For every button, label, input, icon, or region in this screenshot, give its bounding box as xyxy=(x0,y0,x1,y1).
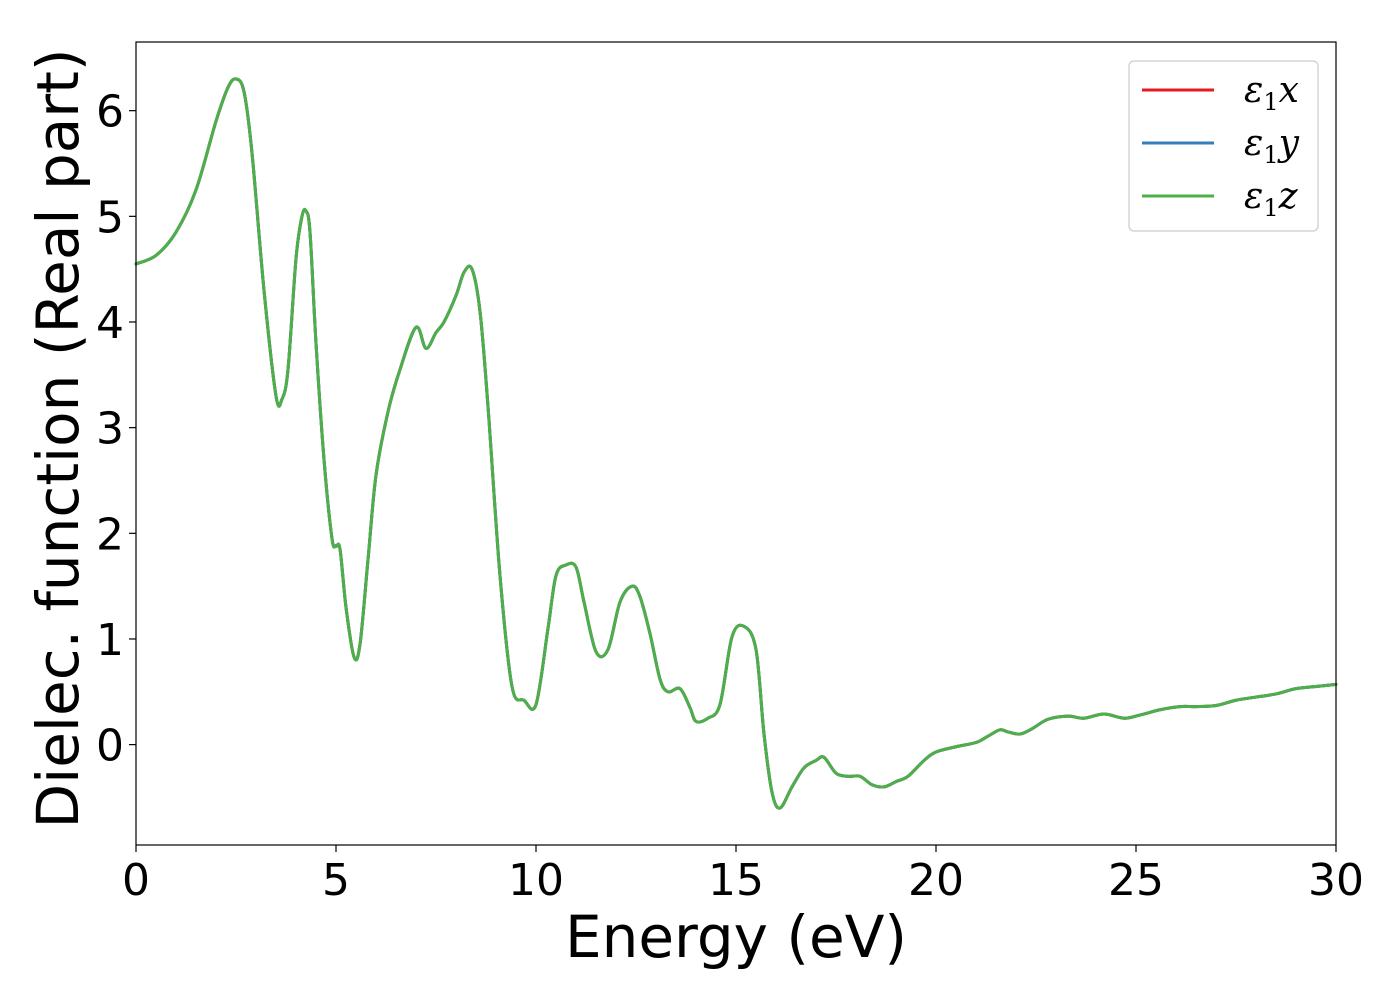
x-tick-label: 10 xyxy=(508,855,564,906)
x-axis-label: Energy (eV) xyxy=(565,903,907,971)
x-tick-label: 0 xyxy=(122,855,150,906)
legend-box xyxy=(1128,60,1319,232)
legend-label-sub: 1 xyxy=(1263,141,1278,169)
series-lines xyxy=(134,77,1338,810)
y-tick-label: 2 xyxy=(96,509,124,560)
series-line-z xyxy=(134,77,1338,810)
legend-label-sub: 1 xyxy=(1263,194,1278,222)
legend-label-base: ε xyxy=(1244,123,1263,164)
y-tick-label: 0 xyxy=(96,721,124,772)
legend-label-base: ε xyxy=(1244,176,1263,217)
y-tick-label: 6 xyxy=(96,87,124,138)
legend-label-y: ε1y xyxy=(1244,123,1300,169)
legend-label-base: ε xyxy=(1244,70,1263,111)
y-tick-label: 3 xyxy=(96,404,124,455)
legend-label-tail: y xyxy=(1277,123,1300,164)
y-axis-label: Dielec. function (Real part) xyxy=(24,48,92,828)
legend-label-tail: z xyxy=(1278,176,1299,217)
legend-label-z: ε1z xyxy=(1244,176,1299,222)
y-tick-label: 5 xyxy=(96,192,124,243)
legend-label-x: ε1x xyxy=(1244,70,1299,116)
legend-label-sub: 1 xyxy=(1263,88,1278,116)
x-tick-label: 5 xyxy=(322,855,350,906)
y-tick-label: 4 xyxy=(96,298,124,349)
x-tick-label: 20 xyxy=(908,855,964,906)
legend-label-tail: x xyxy=(1279,70,1299,111)
y-axis-ticks: 0 1 2 3 4 5 6 xyxy=(96,87,136,772)
x-tick-label: 25 xyxy=(1108,855,1164,906)
x-tick-label: 15 xyxy=(708,855,764,906)
y-tick-label: 1 xyxy=(96,615,124,666)
x-axis-ticks: 0 5 10 15 20 25 30 xyxy=(122,845,1364,906)
x-tick-label: 30 xyxy=(1308,855,1364,906)
